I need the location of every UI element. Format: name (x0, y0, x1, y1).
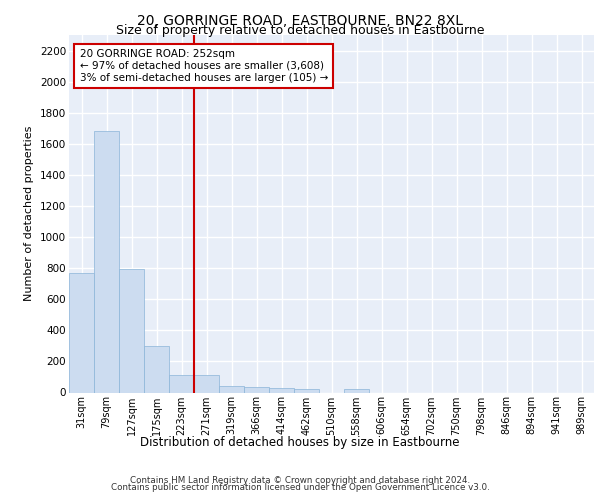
Text: 20 GORRINGE ROAD: 252sqm
← 97% of detached houses are smaller (3,608)
3% of semi: 20 GORRINGE ROAD: 252sqm ← 97% of detach… (79, 50, 328, 82)
Bar (294, 388, 319, 392)
Bar (194, 376, 219, 392)
Y-axis label: Number of detached properties: Number of detached properties (25, 126, 34, 302)
Text: Size of property relative to detached houses in Eastbourne: Size of property relative to detached ho… (116, 24, 484, 37)
Bar (169, 376, 194, 392)
Bar (69, 273, 94, 392)
Bar (94, 132, 119, 392)
Text: Contains HM Land Registry data © Crown copyright and database right 2024.: Contains HM Land Registry data © Crown c… (130, 476, 470, 485)
Bar (119, 269, 144, 392)
Bar (244, 387, 269, 392)
Text: 20, GORRINGE ROAD, EASTBOURNE, BN22 8XL: 20, GORRINGE ROAD, EASTBOURNE, BN22 8XL (137, 14, 463, 28)
Text: Distribution of detached houses by size in Eastbourne: Distribution of detached houses by size … (140, 436, 460, 449)
Bar (269, 388, 294, 392)
Bar (144, 346, 169, 393)
Text: Contains public sector information licensed under the Open Government Licence v3: Contains public sector information licen… (110, 484, 490, 492)
Bar (344, 390, 369, 392)
Bar (219, 386, 244, 392)
